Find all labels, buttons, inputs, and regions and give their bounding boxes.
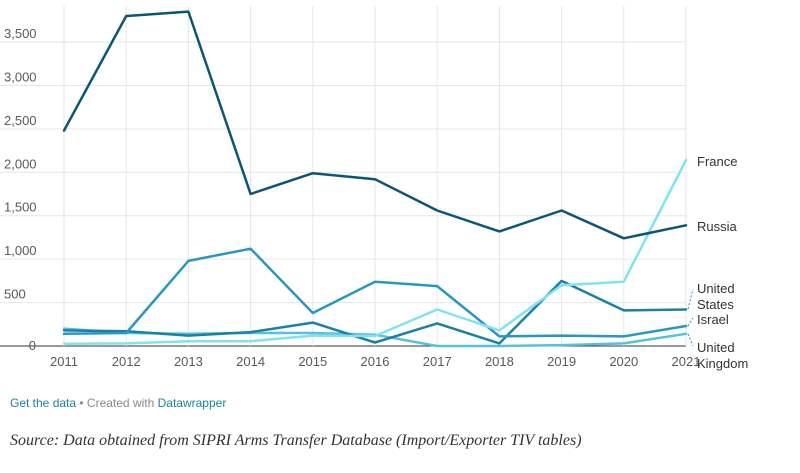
series-label-russia: Russia bbox=[697, 219, 738, 234]
series-lines bbox=[62, 10, 688, 348]
label-leader-line bbox=[687, 317, 694, 327]
x-tick-label: 2014 bbox=[236, 354, 265, 369]
series-label-united-states: United States bbox=[697, 281, 735, 312]
series-label-united-kingdom: United Kingdom bbox=[697, 340, 748, 371]
y-tick-label: 3,500 bbox=[4, 26, 37, 41]
get-the-data-link[interactable]: Get the data bbox=[10, 396, 77, 410]
x-tick-label: 2020 bbox=[609, 354, 638, 369]
series-line-united-states bbox=[62, 279, 688, 345]
x-tick-label: 2015 bbox=[298, 354, 327, 369]
series-label-france: France bbox=[697, 154, 737, 169]
series-line-israel bbox=[62, 247, 688, 338]
series-line-france bbox=[62, 158, 688, 346]
y-tick-label: 500 bbox=[4, 287, 26, 302]
x-axis-ticks: 2011 2012 2013 2014 2015 2016 2017 2018 2019 2020… bbox=[50, 354, 700, 369]
y-tick-label: 0 bbox=[29, 338, 36, 353]
series-label-israel: Israel bbox=[697, 312, 729, 327]
x-tick-label: 2017 bbox=[423, 354, 452, 369]
x-tick-label: 2013 bbox=[174, 354, 203, 369]
label-leader-line bbox=[687, 333, 694, 347]
chart-footer: Get the data • Created with Datawrapper bbox=[10, 396, 226, 410]
x-tick-label: 2012 bbox=[112, 354, 141, 369]
datawrapper-link[interactable]: Datawrapper bbox=[157, 396, 227, 410]
grid bbox=[0, 6, 687, 347]
y-tick-label: 3,000 bbox=[4, 69, 37, 84]
label-leader-line bbox=[687, 288, 694, 310]
y-axis-ticks: 500 1,000 1,500 2,000 2,500 3,000 3,500 0 bbox=[4, 26, 37, 353]
y-tick-label: 2,000 bbox=[4, 156, 37, 171]
x-tick-label: 2016 bbox=[361, 354, 390, 369]
x-tick-label: 2018 bbox=[485, 354, 514, 369]
y-tick-label: 1,500 bbox=[4, 200, 37, 215]
x-tick-label: 2019 bbox=[547, 354, 576, 369]
series-line-russia bbox=[62, 10, 688, 240]
source-note: Source: Data obtained from SIPRI Arms Tr… bbox=[10, 432, 582, 449]
x-tick-label: 2021 bbox=[672, 354, 701, 369]
y-tick-label: 1,000 bbox=[4, 243, 37, 258]
x-tick-label: 2011 bbox=[50, 354, 78, 369]
footer-separator: • Created with bbox=[76, 396, 158, 410]
y-tick-label: 2,500 bbox=[4, 113, 37, 128]
